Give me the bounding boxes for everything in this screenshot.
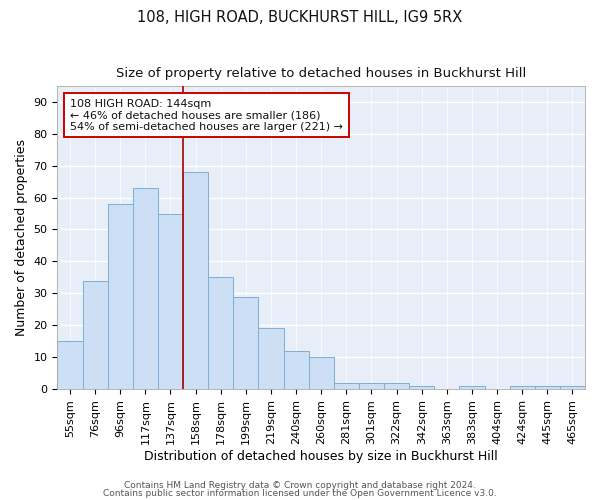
Bar [359,382,384,389]
Text: Contains HM Land Registry data © Crown copyright and database right 2024.: Contains HM Land Registry data © Crown c… [124,481,476,490]
Y-axis label: Number of detached properties: Number of detached properties [15,139,28,336]
Bar [535,386,560,389]
Bar [460,386,485,389]
Bar [560,386,585,389]
Bar [259,328,284,389]
X-axis label: Distribution of detached houses by size in Buckhurst Hill: Distribution of detached houses by size … [145,450,498,462]
Bar [409,386,434,389]
Bar [58,341,83,389]
Text: 108 HIGH ROAD: 144sqm
← 46% of detached houses are smaller (186)
54% of semi-det: 108 HIGH ROAD: 144sqm ← 46% of detached … [70,98,343,132]
Text: 108, HIGH ROAD, BUCKHURST HILL, IG9 5RX: 108, HIGH ROAD, BUCKHURST HILL, IG9 5RX [137,10,463,25]
Bar [308,357,334,389]
Bar [509,386,535,389]
Title: Size of property relative to detached houses in Buckhurst Hill: Size of property relative to detached ho… [116,68,526,80]
Text: Contains public sector information licensed under the Open Government Licence v3: Contains public sector information licen… [103,488,497,498]
Bar [284,351,308,389]
Bar [334,382,359,389]
Bar [208,278,233,389]
Bar [83,280,107,389]
Bar [158,214,183,389]
Bar [133,188,158,389]
Bar [183,172,208,389]
Bar [233,296,259,389]
Bar [384,382,409,389]
Bar [107,204,133,389]
